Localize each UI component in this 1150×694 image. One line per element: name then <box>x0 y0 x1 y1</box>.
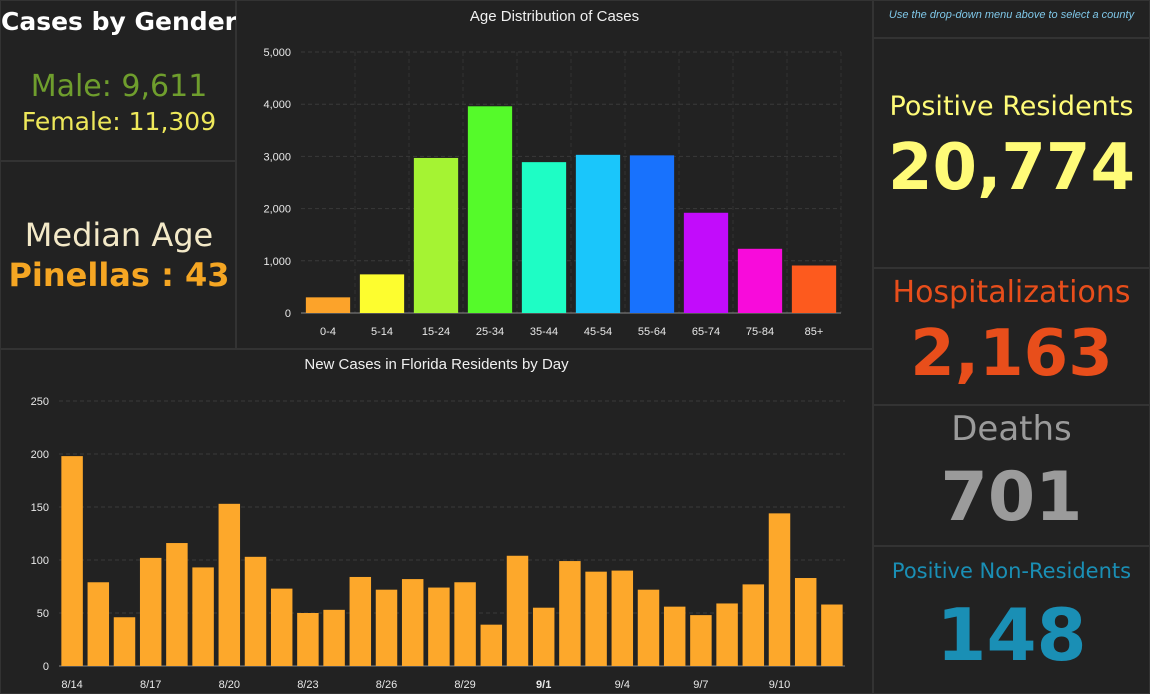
bar-9/3 <box>585 571 607 666</box>
x-tick-label: 45-54 <box>584 326 612 338</box>
bar-8/28 <box>428 587 450 666</box>
x-tick-label: 65-74 <box>692 326 720 338</box>
gender-title: Cases by Gender <box>1 7 237 36</box>
bar-9/1 <box>532 607 555 666</box>
bar-8/31 <box>506 555 529 666</box>
bar-8/19 <box>192 567 214 666</box>
positive-non-residents-value: 148 <box>936 593 1087 677</box>
y-tick-label: 4,000 <box>263 99 291 111</box>
bar-9/6 <box>663 606 686 666</box>
bar-8/14 <box>61 456 83 666</box>
bar-9/12 <box>821 604 843 666</box>
y-tick-label: 100 <box>31 555 49 567</box>
deaths-panel: Deaths 701 <box>873 405 1150 546</box>
age-chart-title: Age Distribution of Cases <box>469 8 640 25</box>
bar-8/23 <box>297 613 319 666</box>
bar-8/18 <box>166 543 188 666</box>
bar-45-54 <box>575 154 621 313</box>
y-tick-label: 3,000 <box>263 151 291 163</box>
y-tick-label: 250 <box>31 396 49 408</box>
positive-residents-label: Positive Residents <box>889 91 1134 122</box>
y-tick-label: 200 <box>31 449 49 461</box>
y-tick-label: 0 <box>43 661 49 673</box>
positive-residents-panel: Positive Residents 20,774 <box>873 38 1150 268</box>
bar-65-74 <box>683 212 729 313</box>
bar-8/24 <box>323 609 345 666</box>
county-select-note-panel: Use the drop-down menu above to select a… <box>873 0 1150 38</box>
x-tick-label: 75-84 <box>746 326 774 338</box>
x-tick-label: 8/17 <box>140 679 161 691</box>
bar-8/27 <box>401 579 424 666</box>
median-age-title: Median Age <box>24 216 214 254</box>
cases-by-gender-panel: Cases by Gender Male: 9,611 Female: 11,3… <box>0 0 237 161</box>
age-distribution-chart: 0 1,000 2,000 3,000 4,000 5,000 0-4 5-14 15-24 25… <box>263 47 842 338</box>
y-tick-label: 2,000 <box>263 204 291 216</box>
y-tick-label: 1,000 <box>263 256 291 268</box>
x-tick-label: 9/4 <box>615 679 630 691</box>
bar-5-14 <box>359 274 405 313</box>
median-age-value: Pinellas : 43 <box>8 256 230 294</box>
age-distribution-panel: Age Distribution of Cases 0 1,000 2,000 3,0… <box>236 0 873 349</box>
bar-8/30 <box>480 624 503 666</box>
bar-35-44 <box>521 162 567 313</box>
x-tick-label: 8/20 <box>219 679 240 691</box>
daily-chart-title: New Cases in Florida Residents by Day <box>304 356 569 373</box>
bar-8/29 <box>454 582 476 666</box>
hospitalizations-value: 2,163 <box>910 317 1113 391</box>
bar-8/15 <box>87 582 110 666</box>
bar-0-4 <box>305 297 351 313</box>
x-tick-label: 55-64 <box>638 326 666 338</box>
x-tick-label: 8/29 <box>454 679 475 691</box>
x-tick-label: 85+ <box>805 326 824 338</box>
bar-9/8 <box>716 603 738 666</box>
female-count: Female: 11,309 <box>21 107 217 136</box>
bar-8/22 <box>270 588 293 666</box>
y-tick-label: 5,000 <box>263 47 291 59</box>
deaths-label: Deaths <box>951 409 1072 449</box>
male-count: Male: 9,611 <box>30 69 208 104</box>
x-tick-label: 8/23 <box>297 679 318 691</box>
daily-cases-panel: New Cases in Florida Residents by Day 0 5… <box>0 349 873 694</box>
bar-9/5 <box>637 589 660 666</box>
bar-9/2 <box>559 561 581 666</box>
bar-9/4 <box>611 570 634 666</box>
hospitalizations-label: Hospitalizations <box>892 275 1131 310</box>
bar-8/21 <box>244 556 267 666</box>
bar-85+ <box>791 265 837 313</box>
x-tick-label: 9/1 <box>536 679 551 691</box>
bar-9/9 <box>742 584 765 666</box>
y-tick-label: 50 <box>37 608 49 620</box>
deaths-value: 701 <box>940 458 1083 537</box>
bar-9/10 <box>768 513 791 666</box>
hospitalizations-panel: Hospitalizations 2,163 <box>873 268 1150 405</box>
bar-9/7 <box>690 615 712 666</box>
x-tick-label: 35-44 <box>530 326 558 338</box>
x-tick-label: 0-4 <box>320 326 336 338</box>
daily-cases-chart: 0 50 100 150 200 250 8/14 8/17 8/20 8/23 8/26 8/29 9… <box>31 396 845 691</box>
x-tick-label: 9/7 <box>693 679 708 691</box>
median-age-panel: Median Age Pinellas : 43 <box>0 161 236 349</box>
x-tick-label: 25-34 <box>476 326 504 338</box>
bar-55-64 <box>629 155 675 313</box>
bar-75-84 <box>737 248 783 313</box>
bar-8/16 <box>113 617 136 666</box>
x-tick-label: 15-24 <box>422 326 450 338</box>
y-tick-label: 0 <box>285 308 291 320</box>
x-tick-label: 8/26 <box>376 679 397 691</box>
bar-8/26 <box>375 589 398 666</box>
bar-8/17 <box>139 557 162 666</box>
positive-non-residents-label: Positive Non-Residents <box>891 559 1132 583</box>
y-tick-label: 150 <box>31 502 49 514</box>
bar-8/25 <box>349 576 372 666</box>
bar-15-24 <box>413 157 459 313</box>
positive-residents-value: 20,774 <box>888 131 1135 205</box>
bar-8/20 <box>218 503 241 666</box>
x-tick-label: 9/10 <box>769 679 790 691</box>
bar-9/11 <box>794 578 817 666</box>
county-select-note: Use the drop-down menu above to select a… <box>888 9 1135 21</box>
bar-25-34 <box>467 106 513 314</box>
x-tick-label: 5-14 <box>371 326 393 338</box>
x-tick-label: 8/14 <box>61 679 82 691</box>
positive-non-residents-panel: Positive Non-Residents 148 <box>873 546 1150 694</box>
